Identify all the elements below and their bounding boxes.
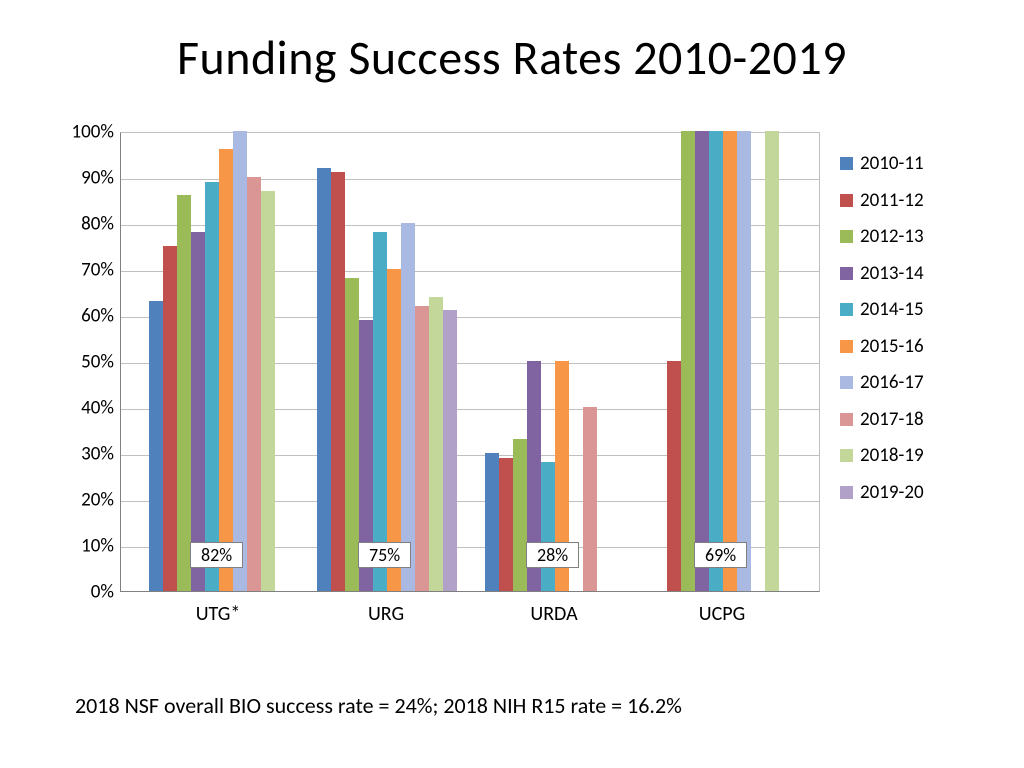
plot-area: [120, 132, 820, 592]
y-tick-label: 40%: [54, 397, 114, 420]
y-tick-label: 70%: [54, 259, 114, 282]
y-tick-label: 10%: [54, 535, 114, 558]
legend-label: 2015-16: [860, 335, 924, 358]
bar: [429, 297, 443, 591]
legend-label: 2011-12: [860, 189, 924, 212]
x-tick-label: URG: [316, 602, 456, 626]
bar: [191, 232, 205, 591]
bar: [499, 458, 513, 591]
legend-item: 2013-14: [840, 262, 924, 285]
bar: [667, 361, 681, 591]
bar-group: [653, 133, 793, 591]
bar: [205, 182, 219, 591]
annotation-box: 82%: [190, 542, 243, 568]
bar: [681, 131, 695, 591]
annotation-box: 69%: [694, 542, 747, 568]
x-tick-label: UCPG: [652, 602, 792, 626]
annotation-box: 75%: [358, 542, 411, 568]
bar: [695, 131, 709, 591]
legend-label: 2014-15: [860, 298, 924, 321]
bar: [723, 131, 737, 591]
legend-swatch: [840, 486, 853, 499]
legend-swatch: [840, 267, 853, 280]
legend-swatch: [840, 376, 853, 389]
bar: [163, 246, 177, 591]
bar: [443, 310, 457, 591]
bar: [709, 131, 723, 591]
y-tick-label: 90%: [54, 167, 114, 190]
y-tick-label: 30%: [54, 443, 114, 466]
bar: [177, 195, 191, 591]
legend-swatch: [840, 194, 853, 207]
bar: [541, 462, 555, 591]
legend-label: 2016-17: [860, 371, 924, 394]
bar: [233, 131, 247, 591]
bar-group: [317, 133, 457, 591]
bar: [261, 191, 275, 591]
bar: [583, 407, 597, 591]
legend-label: 2012-13: [860, 225, 924, 248]
legend-item: 2017-18: [840, 408, 924, 431]
x-tick-label: UTG*: [148, 602, 288, 626]
legend-swatch: [840, 157, 853, 170]
bar: [373, 232, 387, 591]
legend-item: 2011-12: [840, 189, 924, 212]
legend-label: 2013-14: [860, 262, 924, 285]
y-tick-label: 100%: [54, 121, 114, 144]
bar-group: [149, 133, 289, 591]
legend-swatch: [840, 449, 853, 462]
x-tick-label: URDA: [484, 602, 624, 626]
y-tick-label: 60%: [54, 305, 114, 328]
bar: [345, 278, 359, 591]
y-tick-label: 20%: [54, 489, 114, 512]
bar: [219, 149, 233, 591]
annotation-box: 28%: [526, 542, 579, 568]
chart-title: Funding Success Rates 2010-2019: [0, 0, 1024, 87]
legend-item: 2015-16: [840, 335, 924, 358]
bar: [149, 301, 163, 591]
bar: [737, 131, 751, 591]
bar: [317, 168, 331, 591]
y-tick-label: 0%: [54, 581, 114, 604]
legend-item: 2014-15: [840, 298, 924, 321]
chart-container: 2010-11 2011-12 2012-13 2013-14 2014-15 2015-…: [50, 132, 970, 672]
legend-swatch: [840, 230, 853, 243]
legend-label: 2017-18: [860, 408, 924, 431]
legend-item: 2018-19: [840, 444, 924, 467]
legend-item: 2019-20: [840, 481, 924, 504]
legend-swatch: [840, 340, 853, 353]
bar: [401, 223, 415, 591]
footnote: 2018 NSF overall BIO success rate = 24%;…: [75, 692, 682, 719]
bar-group: [485, 133, 625, 591]
bar: [331, 172, 345, 591]
legend-swatch: [840, 303, 853, 316]
legend-label: 2010-11: [860, 152, 924, 175]
bar: [247, 177, 261, 591]
bar: [765, 131, 779, 591]
y-tick-label: 80%: [54, 213, 114, 236]
legend-item: 2012-13: [840, 225, 924, 248]
legend-swatch: [840, 413, 853, 426]
bar: [485, 453, 499, 591]
bar: [415, 306, 429, 591]
legend-label: 2019-20: [860, 481, 924, 504]
legend: 2010-11 2011-12 2012-13 2013-14 2014-15 2015-…: [840, 152, 924, 517]
legend-item: 2016-17: [840, 371, 924, 394]
bar: [513, 439, 527, 591]
legend-label: 2018-19: [860, 444, 924, 467]
legend-item: 2010-11: [840, 152, 924, 175]
y-tick-label: 50%: [54, 351, 114, 374]
